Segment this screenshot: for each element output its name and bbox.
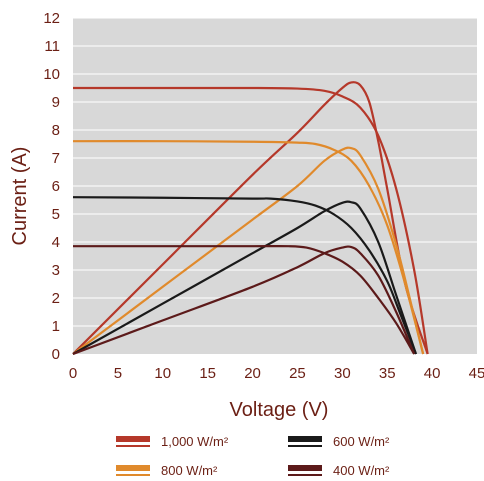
y-axis-title: Current (A) xyxy=(9,147,31,246)
iv-curve-series-2 xyxy=(72,140,425,355)
x-tick-label: 30 xyxy=(334,365,351,382)
y-tick-label: 4 xyxy=(52,234,60,251)
y-tick-label: 9 xyxy=(52,94,60,111)
x-tick-label: 0 xyxy=(69,365,77,382)
legend: 1,000 W/m² 800 W/m² 600 W/m² 400 W/m² xyxy=(116,434,390,478)
iv-curve-series-3 xyxy=(72,196,417,355)
y-tick-label: 5 xyxy=(52,206,60,223)
power-curve-series-2 xyxy=(72,146,425,355)
power-curve-series-3 xyxy=(72,200,417,355)
legend-label: 800 W/m² xyxy=(161,463,218,478)
legend-swatch-line xyxy=(116,445,150,447)
legend-swatch-line xyxy=(288,474,322,476)
y-tick-label: 3 xyxy=(52,262,60,279)
power-curve-series-1 xyxy=(72,81,429,355)
legend-label: 600 W/m² xyxy=(333,434,390,449)
legend-label: 400 W/m² xyxy=(333,463,390,478)
y-tick-label: 10 xyxy=(43,66,60,83)
x-tick-label: 15 xyxy=(199,365,216,382)
legend-swatch xyxy=(116,436,150,442)
legend-swatch-line xyxy=(288,445,322,447)
gridlines xyxy=(73,17,477,327)
x-tick-label: 45 xyxy=(469,365,484,382)
curves xyxy=(72,81,429,356)
power-curve-series-4 xyxy=(72,245,416,356)
y-tick-label: 0 xyxy=(52,346,60,363)
legend-swatch-line xyxy=(116,474,150,476)
y-tick-label: 6 xyxy=(52,178,60,195)
legend-label: 1,000 W/m² xyxy=(161,434,229,449)
x-tick-label: 35 xyxy=(379,365,396,382)
legend-swatch xyxy=(116,465,150,471)
x-tick-labels: 0 5 10 15 20 25 30 35 40 45 xyxy=(69,365,484,382)
y-tick-label: 8 xyxy=(52,122,60,139)
legend-swatch xyxy=(288,436,322,442)
y-tick-label: 12 xyxy=(43,10,60,27)
y-tick-label: 1 xyxy=(52,318,60,335)
x-tick-label: 20 xyxy=(244,365,261,382)
legend-swatch xyxy=(288,465,322,471)
y-tick-label: 2 xyxy=(52,290,60,307)
x-tick-label: 25 xyxy=(289,365,306,382)
x-tick-label: 10 xyxy=(154,365,171,382)
x-axis-title: Voltage (V) xyxy=(230,399,329,421)
x-tick-label: 40 xyxy=(424,365,441,382)
iv-curve-series-4 xyxy=(73,244,416,355)
iv-curve-series-1 xyxy=(72,86,429,355)
y-tick-label: 7 xyxy=(52,150,60,167)
y-tick-label: 11 xyxy=(44,38,60,55)
x-tick-label: 5 xyxy=(114,365,122,382)
